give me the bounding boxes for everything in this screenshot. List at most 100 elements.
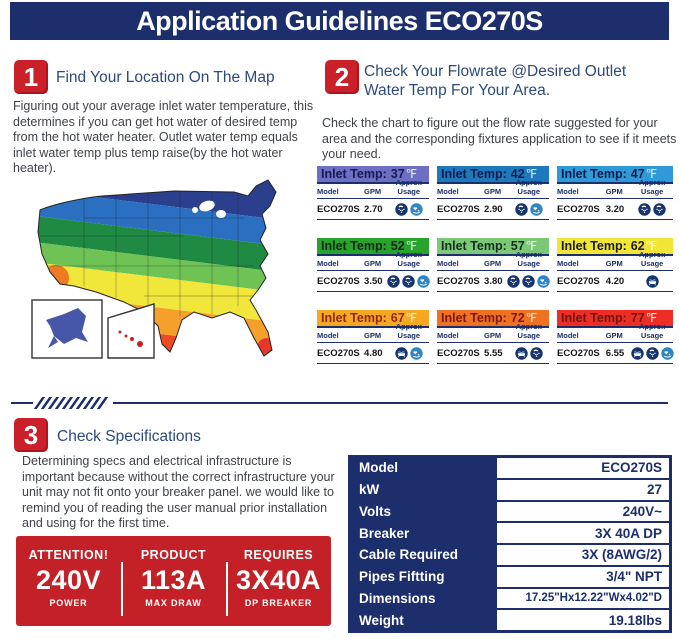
model-value: ECO270S: [317, 203, 360, 215]
breaker-value: 3X40A: [235, 565, 322, 595]
flow-table-data-row: ECO270S 5.55: [437, 343, 549, 364]
flow-table-column-headers: Model GPM Approx Usage: [557, 178, 673, 199]
gpm-column-header: GPM: [484, 259, 502, 268]
gpm-value: 3.50: [364, 275, 383, 287]
approx-usage-icons: [389, 346, 429, 360]
inlet-temp-label: Inlet Temp:: [561, 311, 627, 325]
inlet-temp-table-67f: Inlet Temp: 67 ℉ Model GPM Approx Usage ECO270…: [317, 310, 429, 364]
inlet-temp-label: Inlet Temp:: [561, 167, 627, 181]
fahrenheit-symbol: ℉: [645, 238, 658, 253]
model-value: ECO270S: [437, 347, 480, 359]
section-divider-line: [11, 402, 668, 404]
approx-usage-column-header: Approx Usage: [515, 322, 542, 340]
fahrenheit-symbol: ℉: [405, 310, 418, 325]
fahrenheit-symbol: ℉: [645, 310, 658, 325]
header-bar: Application Guidelines ECO270S: [10, 2, 669, 40]
max-draw-value: 113A: [140, 565, 207, 595]
approx-usage-column-header: Approx Usage: [515, 178, 542, 196]
step2-number-badge: 2: [325, 60, 359, 94]
inlet-temp-header: Inlet Temp: 37 ℉: [317, 166, 429, 184]
spec-table: Model ECO270S kW 27 Volts 240V~ Breaker …: [348, 455, 672, 633]
gpm-column-header: GPM: [364, 259, 382, 268]
inlet-temp-label: Inlet Temp:: [321, 311, 387, 325]
attention-label: ATTENTION!: [28, 548, 109, 562]
us-inlet-temperature-map: [24, 166, 306, 378]
gpm-value: 6.55: [605, 347, 625, 359]
spec-row-cable: Cable Required 3X (8AWG/2): [351, 545, 669, 567]
gpm-column-header: GPM: [484, 187, 502, 196]
spec-label: Pipes Fiftting: [351, 566, 498, 587]
inlet-temp-header: Inlet Temp: 62 ℉: [557, 238, 673, 256]
gpm-value: 2.90: [484, 203, 503, 215]
flow-table-data-row: ECO270S 4.20: [557, 271, 673, 292]
inlet-temp-header: Inlet Temp: 47 ℉: [557, 166, 673, 184]
gpm-column-header: GPM: [605, 259, 623, 268]
alaska-inset: [31, 299, 103, 359]
model-value: ECO270S: [317, 275, 360, 287]
shower-icon: [507, 274, 521, 288]
approx-usage-icons: [631, 274, 673, 288]
gpm-value: 4.20: [605, 275, 625, 287]
attention-col-draw: PRODUCT 113A MAX DRAW: [121, 536, 226, 626]
spec-row-pipes: Pipes Fiftting 3/4" NPT: [351, 566, 669, 589]
model-value: ECO270S: [557, 275, 600, 287]
inlet-temp-table-47f: Inlet Temp: 47 ℉ Model GPM Approx Usage ECO270…: [557, 166, 673, 220]
approx-usage-icons: [509, 202, 549, 216]
faucet-icon: [537, 274, 551, 288]
approx-usage-column-header: Approx Usage: [395, 322, 422, 340]
approx-usage-column-header: Approx Usage: [395, 178, 422, 196]
inlet-temp-header: Inlet Temp: 67 ℉: [317, 310, 429, 328]
inlet-temp-label: Inlet Temp:: [441, 167, 507, 181]
model-value: ECO270S: [437, 275, 480, 287]
model-column-header: Model: [557, 331, 579, 340]
product-label: PRODUCT: [140, 548, 207, 562]
step1-title: Find Your Location On The Map: [56, 69, 275, 86]
shower-icon: [653, 202, 666, 216]
inlet-temp-header: Inlet Temp: 77 ℉: [557, 310, 673, 328]
inlet-temp-table-57f: Inlet Temp: 57 ℉ Model GPM Approx Usage ECO270…: [437, 238, 551, 292]
gpm-column-header: GPM: [364, 187, 382, 196]
fahrenheit-symbol: ℉: [525, 310, 538, 325]
model-column-header: Model: [437, 331, 459, 340]
inlet-temp-label: Inlet Temp:: [441, 311, 507, 325]
shower-icon: [638, 202, 651, 216]
step1-description: Figuring out your average inlet water te…: [13, 99, 314, 176]
approx-usage-icons: [509, 346, 549, 360]
spec-row-breaker: Breaker 3X 40A DP: [351, 523, 669, 545]
spec-value: 17.25"Hx12.22"Wx4.02"D: [497, 588, 669, 609]
inlet-temp-header: Inlet Temp: 57 ℉: [437, 238, 549, 256]
shower-icon: [402, 274, 416, 288]
fahrenheit-symbol: ℉: [645, 166, 658, 181]
bathtub-icon: [630, 346, 644, 360]
faucet-icon: [410, 202, 423, 216]
spec-label: Weight: [351, 610, 498, 630]
approx-usage-icons: [631, 202, 673, 216]
gpm-column-header: GPM: [605, 331, 623, 340]
step2-title: Check Your Flowrate @Desired Outlet Wate…: [364, 63, 627, 99]
breaker-caption: DP BREAKER: [244, 598, 313, 608]
approx-usage-column-header: Approx Usage: [638, 250, 666, 268]
attention-box: ATTENTION! 240V POWER PRODUCT 113A MAX D…: [16, 536, 331, 626]
inlet-temp-value: 47: [630, 167, 645, 181]
spec-value: 3X 40A DP: [497, 523, 669, 543]
inlet-temp-value: 72: [510, 311, 525, 325]
inlet-temp-value: 37: [390, 167, 405, 181]
flow-table-column-headers: Model GPM Approx Usage: [557, 322, 673, 343]
spec-value: ECO270S: [497, 458, 669, 478]
inlet-temp-header: Inlet Temp: 52 ℉: [317, 238, 429, 256]
inlet-temp-table-77f: Inlet Temp: 77 ℉ Model GPM Approx Usage ECO270…: [557, 310, 674, 364]
flow-table-data-row: ECO270S 2.70: [317, 199, 429, 220]
spec-row-model: Model ECO270S: [351, 458, 669, 480]
faucet-icon: [410, 346, 423, 360]
inlet-temp-table-37f: Inlet Temp: 37 ℉ Model GPM Approx Usage ECO270…: [317, 166, 429, 220]
approx-usage-icons: [389, 202, 429, 216]
approx-usage-column-header: Approx Usage: [638, 178, 666, 196]
spec-value: 3/4" NPT: [497, 566, 669, 587]
bathtub-icon: [395, 346, 408, 360]
inlet-temp-value: 77: [630, 311, 645, 325]
model-value: ECO270S: [437, 203, 480, 215]
inlet-temp-value: 67: [390, 311, 405, 325]
step1-number-badge: 1: [14, 60, 48, 94]
shower-icon: [395, 202, 408, 216]
inlet-temp-value: 42: [510, 167, 525, 181]
